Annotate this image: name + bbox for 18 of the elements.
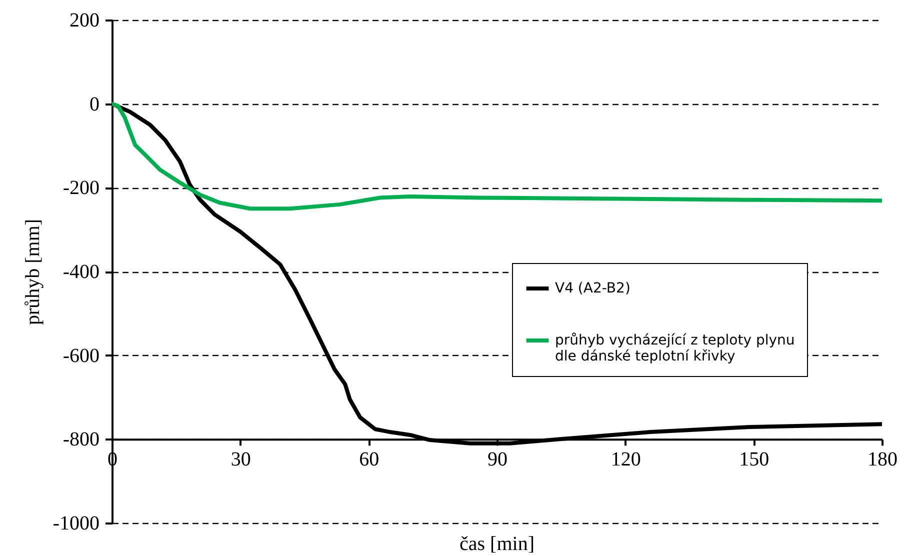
- x-tick-label: 150: [739, 448, 770, 471]
- y-axis-title: průhyb [mm]: [22, 218, 44, 326]
- y-tick-label: -1000: [52, 512, 100, 534]
- y-tick-label: 200: [70, 10, 100, 32]
- x-tick-label: 90: [488, 448, 508, 471]
- y-tick-label: -200: [62, 177, 100, 200]
- x-tick-label: 120: [610, 448, 641, 471]
- x-tick-label: 60: [359, 448, 380, 471]
- y-tick-label: -600: [62, 344, 100, 367]
- x-axis-title: čas [min]: [460, 533, 534, 555]
- line-series: [112, 102, 882, 211]
- legend-label: V4 (A2-B2): [555, 280, 630, 296]
- x-tick-label: 30: [230, 448, 251, 471]
- y-tick-label: -800: [62, 428, 100, 451]
- x-tick-label: 180: [868, 448, 898, 471]
- y-tick-label: -400: [62, 261, 100, 283]
- y-tick-label: 0: [90, 93, 100, 116]
- legend-label: průhyb vycházející z teploty plynu dle dánské teplotní křivky: [555, 332, 795, 364]
